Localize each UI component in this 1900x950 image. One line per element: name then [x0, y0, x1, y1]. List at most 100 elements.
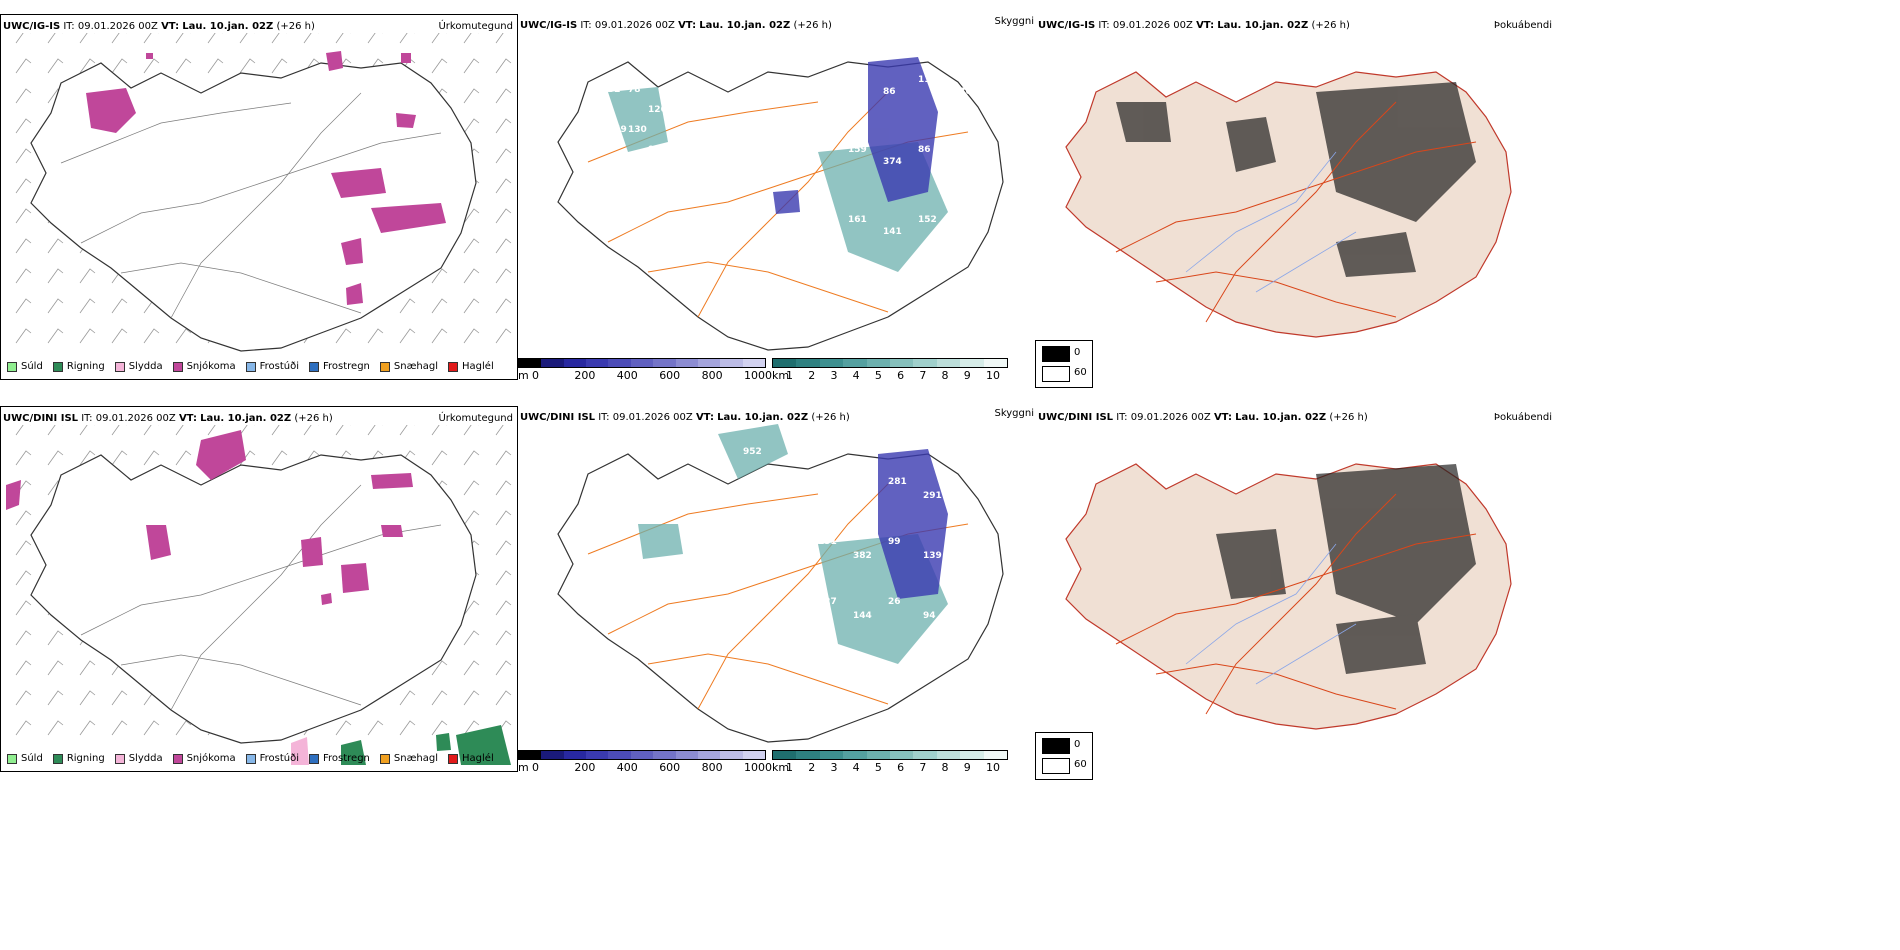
legend-freezing-drizzle: Frostúði [245, 361, 299, 372]
wind-barb [463, 480, 480, 496]
wind-barb [79, 58, 96, 74]
colorbar-cell [890, 359, 914, 367]
colorbar-unit: m [518, 369, 529, 380]
colorbar-tick: 0 [532, 761, 539, 772]
colorbar-tick: 1 [786, 369, 793, 380]
wind-barb [79, 328, 96, 344]
wind-barb [239, 425, 255, 436]
wind-barb [495, 148, 512, 164]
legend-freezing-rain: Frostregn [309, 361, 370, 372]
panel-header: UWC/DINI ISL IT: 09.01.2026 00Z VT: Lau.… [520, 412, 850, 423]
visibility-label: 99 [888, 537, 901, 547]
wind-barb [463, 268, 480, 284]
visibility-ticks: km 1 2 3 4 5 6 7 8 9 10 [772, 368, 1008, 380]
legend-rain: Rigning [52, 361, 105, 372]
wind-barb [111, 720, 128, 736]
wind-barb [431, 720, 448, 736]
wind-barb [463, 298, 480, 314]
visibility-label: 130 [628, 125, 647, 135]
visibility-label: 159 [848, 145, 867, 155]
colorbar-cell [675, 359, 698, 367]
visibility-label: 78 [628, 85, 641, 95]
ptype-legend: Súld Rigning Slydda Snjókoma Frostúði Fr… [7, 753, 494, 764]
colorbar-tick: 200 [574, 369, 596, 380]
wind-barb [431, 690, 448, 706]
colorbar-cell [742, 751, 765, 759]
visibility-label: 126 [648, 105, 667, 115]
wind-barb [495, 450, 512, 466]
legend-hail: Haglél [448, 361, 494, 372]
visibility-label: 374 [883, 157, 902, 167]
ptype-title: Úrkomutegund [438, 21, 513, 32]
colorbar-tick: 400 [616, 369, 638, 380]
colorbar-cell [819, 751, 844, 759]
wind-barb [431, 328, 448, 344]
cloud-base-areas [773, 57, 938, 214]
wind-barb [335, 33, 351, 44]
cloud-base-colorbar: m 0 200 400 600 800 1000 [518, 358, 772, 380]
wind-barb [495, 178, 512, 194]
legend-sleet: Slydda [114, 361, 163, 372]
cloud-base-cells [518, 358, 766, 368]
colorbar-tick: 600 [659, 761, 681, 772]
wind-barb [15, 630, 32, 646]
colorbar-tick: 6 [897, 761, 905, 772]
wind-barb [15, 600, 32, 616]
wind-barb [111, 328, 128, 344]
wind-barb [271, 58, 288, 74]
wind-barb [15, 118, 32, 134]
wind-barb [15, 88, 32, 104]
visibility-label: 19 [668, 105, 681, 115]
colorbar-unit: km [772, 369, 790, 380]
colorbar-cell [819, 359, 844, 367]
wind-barb [15, 33, 31, 44]
colorbar-tick: 7 [919, 761, 927, 772]
ptype-map [15, 33, 512, 352]
legend-snow: Snjókoma [172, 361, 236, 372]
wind-barb [79, 450, 96, 466]
colorbar-tick: 9 [963, 761, 971, 772]
visibility-label: 91 [648, 145, 661, 155]
wind-barb [47, 690, 64, 706]
panel-header: UWC/DINI ISL IT: 09.01.2026 00Z VT: Lau.… [3, 413, 333, 424]
wind-barb [431, 268, 448, 284]
road-network [80, 484, 442, 711]
cloud-base-cells [518, 750, 766, 760]
wind-barb [463, 58, 480, 74]
rivers [1185, 151, 1357, 293]
ptype-panel-bottom: UWC/DINI ISL IT: 09.01.2026 00Z VT: Lau.… [0, 406, 518, 772]
wind-barb [399, 328, 416, 344]
visibility-label: 152 [918, 215, 937, 225]
colorbar-tick: 2 [808, 761, 816, 772]
wind-barb [431, 425, 447, 436]
wind-barb [15, 148, 32, 164]
cloud-base-ticks: m 0 200 400 600 800 1000 [518, 368, 772, 380]
wind-barb [431, 33, 447, 44]
legend-freezing-rain: Frostregn [309, 753, 370, 764]
wind-barb [111, 690, 128, 706]
visibility-label: 73 [818, 657, 831, 667]
colorbar-cell [519, 359, 542, 367]
visibility-label: 94 [923, 611, 936, 621]
colorbar-tick: 5 [874, 761, 882, 772]
colorbar-tick: 800 [701, 761, 723, 772]
visibility-label: 52 [608, 85, 621, 95]
wind-barb [431, 450, 448, 466]
colorbar-cell [936, 751, 961, 759]
colorbar-cell [773, 359, 797, 367]
visibility-labels: 952 230 281 291 131 382 99 139 227 144 26 94 73 [743, 447, 942, 667]
colorbar-cell [983, 359, 1008, 367]
wind-barb [15, 328, 32, 344]
legend-drizzle: Súld [7, 753, 43, 764]
colorbar-unit: km [772, 761, 790, 772]
wind-barb [143, 425, 159, 436]
colorbar-tick: 1000 [744, 369, 772, 380]
visibility-title: Skyggni [994, 408, 1034, 419]
wind-barb [47, 660, 64, 676]
fog-areas [1116, 82, 1476, 277]
colorbar-cell [630, 359, 654, 367]
cloud-base-ticks: m 0 200 400 600 800 1000 [518, 760, 772, 772]
colorbar-tick: 800 [701, 369, 723, 380]
wind-barb [431, 58, 448, 74]
